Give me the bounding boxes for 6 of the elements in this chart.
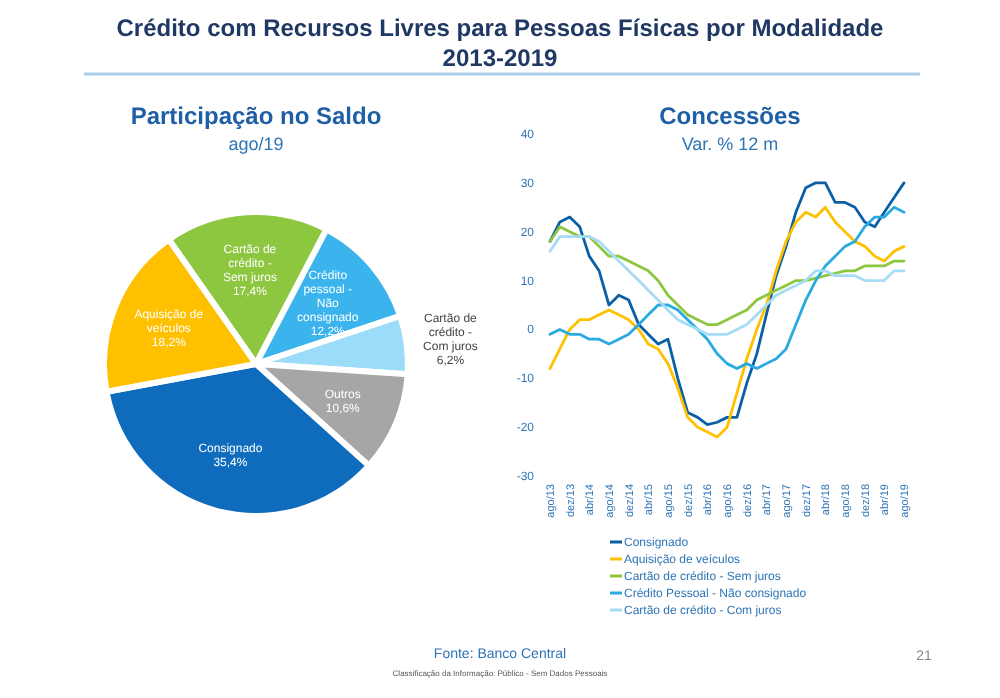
chart-title: Participação no Saldo xyxy=(130,102,382,130)
line-series xyxy=(548,205,906,370)
chart-subtitle: Var. % 12 m xyxy=(681,134,779,154)
text: Crédito com Recursos Livres para Pessoas Físicas por Modalidade 2013-2019 xyxy=(116,14,885,72)
chart-subtitle: ago/19 xyxy=(228,134,284,154)
chart-title: Concessões xyxy=(659,102,802,130)
